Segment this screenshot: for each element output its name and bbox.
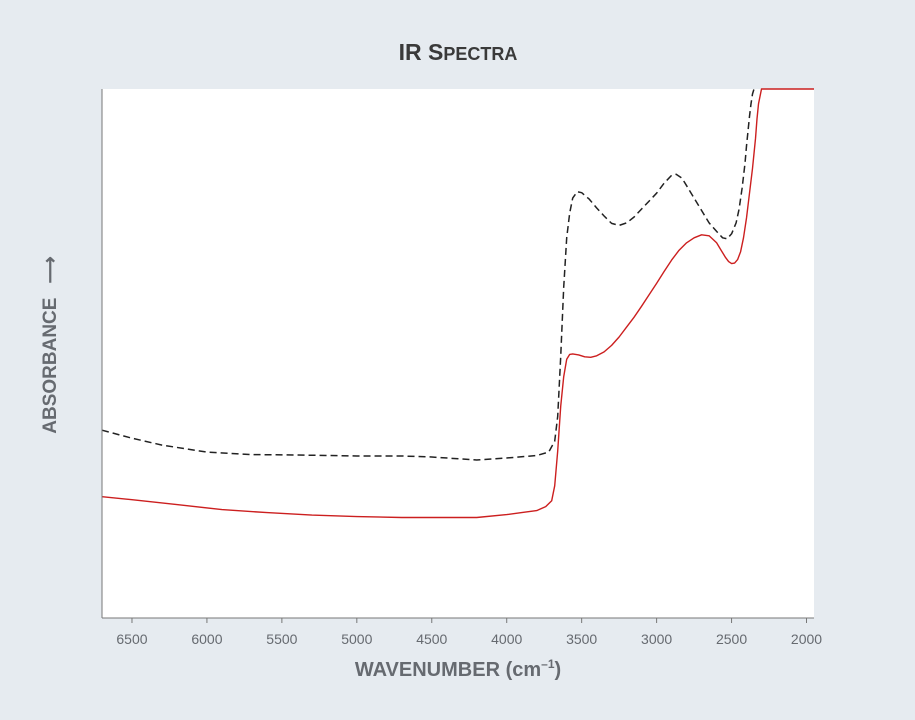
x-tick-label: 2000 xyxy=(791,631,822,647)
plot-area xyxy=(102,89,814,618)
x-tick-label: 6000 xyxy=(191,631,222,647)
chart-title-rest: PECTRA xyxy=(443,44,517,64)
x-tick-label: 6500 xyxy=(116,631,147,647)
x-tick-label: 5000 xyxy=(341,631,372,647)
x-tick-layer: 6500 6000 5500 5000 4500 4000 3500 3000 2500 2000 xyxy=(116,618,822,647)
series-layer xyxy=(101,88,814,519)
x-axis-label-close: ) xyxy=(555,659,562,681)
x-tick-label: 4500 xyxy=(416,631,447,647)
series-line-2 xyxy=(101,88,814,519)
chart-title-main: IR S xyxy=(399,39,444,65)
x-tick-label: 3000 xyxy=(641,631,672,647)
x-tick-label: 5500 xyxy=(266,631,297,647)
y-axis-arrow-icon: ⟶ xyxy=(40,256,61,283)
chart-title: IR SPECTRA xyxy=(399,39,518,65)
x-tick-label: 3500 xyxy=(566,631,597,647)
x-axis-label: WAVENUMBER (cm–1) xyxy=(355,657,561,681)
x-tick-label: 2500 xyxy=(716,631,747,647)
x-tick-label: 4000 xyxy=(491,631,522,647)
x-axis-label-sup: –1 xyxy=(541,657,555,671)
y-axis-label: ABSORBANCE ⟶ xyxy=(40,256,61,433)
y-axis-label-text: ABSORBANCE xyxy=(40,298,61,434)
x-axis-label-text: WAVENUMBER (cm xyxy=(355,659,541,681)
series-line-1 xyxy=(101,88,755,461)
y-axis-label-group: ABSORBANCE ⟶ xyxy=(40,256,61,433)
